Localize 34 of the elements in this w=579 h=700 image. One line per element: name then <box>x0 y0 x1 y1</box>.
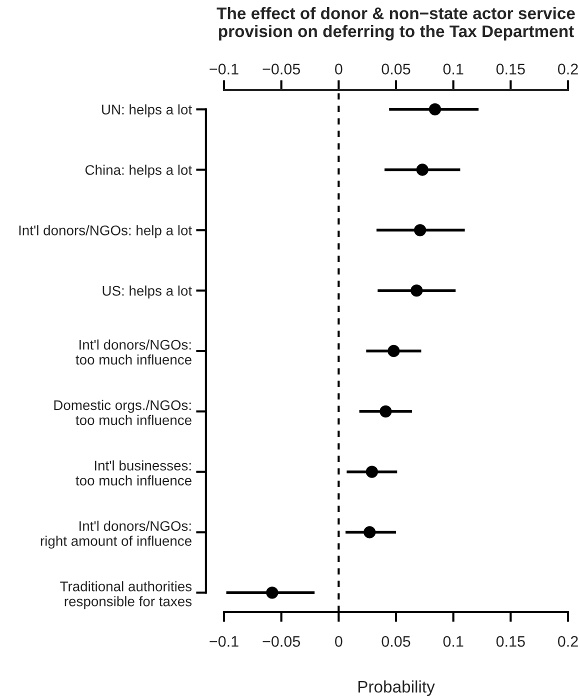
point <box>380 405 392 418</box>
point <box>414 224 426 236</box>
y-tick-label: Int'l businesses: too much influence <box>76 460 192 486</box>
y-tick-label: China: helps a lot <box>85 164 192 178</box>
x-tick-label: 0.2 <box>558 64 578 74</box>
x-tick-label: −0.1 <box>210 64 238 74</box>
x-tick-label: 0.05 <box>382 64 410 74</box>
point <box>416 164 428 176</box>
point <box>364 526 376 538</box>
y-tick-label: US: helps a lot <box>102 286 192 298</box>
x-tick-label: −0.05 <box>262 64 300 74</box>
y-tick-label: Traditional authorities responsible for taxes <box>60 581 192 610</box>
x-tick-label: 0.1 <box>443 64 464 74</box>
y-tick-label: Int'l donors/NGOs: right amount of influence <box>40 520 192 549</box>
x-axis-title: Probability <box>358 680 435 696</box>
y-tick-label: Domestic orgs./NGOs: too much influence <box>54 400 192 426</box>
point <box>388 344 400 358</box>
x2-tick-label: 0.1 <box>443 636 464 647</box>
x2-tick-label: 0.2 <box>558 636 578 647</box>
y-tick-label: Int'l donors/NGOs: too much influence <box>76 339 192 365</box>
x-tick-label: 0.15 <box>496 64 525 74</box>
point <box>428 103 442 116</box>
x2-tick-label: 0.15 <box>496 636 525 647</box>
y-tick-label: UN: helps a lot <box>102 104 192 118</box>
y-tick-label: Int'l donors/NGOs: help a lot <box>19 225 192 238</box>
x2-tick-label: 0.05 <box>382 636 410 647</box>
x2-tick-label: −0.1 <box>210 636 238 647</box>
x2-tick-label: −0.05 <box>262 636 300 647</box>
x2-tick-label: 0 <box>335 636 342 647</box>
point <box>366 466 378 478</box>
point <box>266 586 278 599</box>
chart-title: The effect of donor & non−state actor service provision on deferring to the Tax Department <box>216 7 575 41</box>
x-tick-label: 0 <box>335 64 342 74</box>
point <box>410 284 423 297</box>
